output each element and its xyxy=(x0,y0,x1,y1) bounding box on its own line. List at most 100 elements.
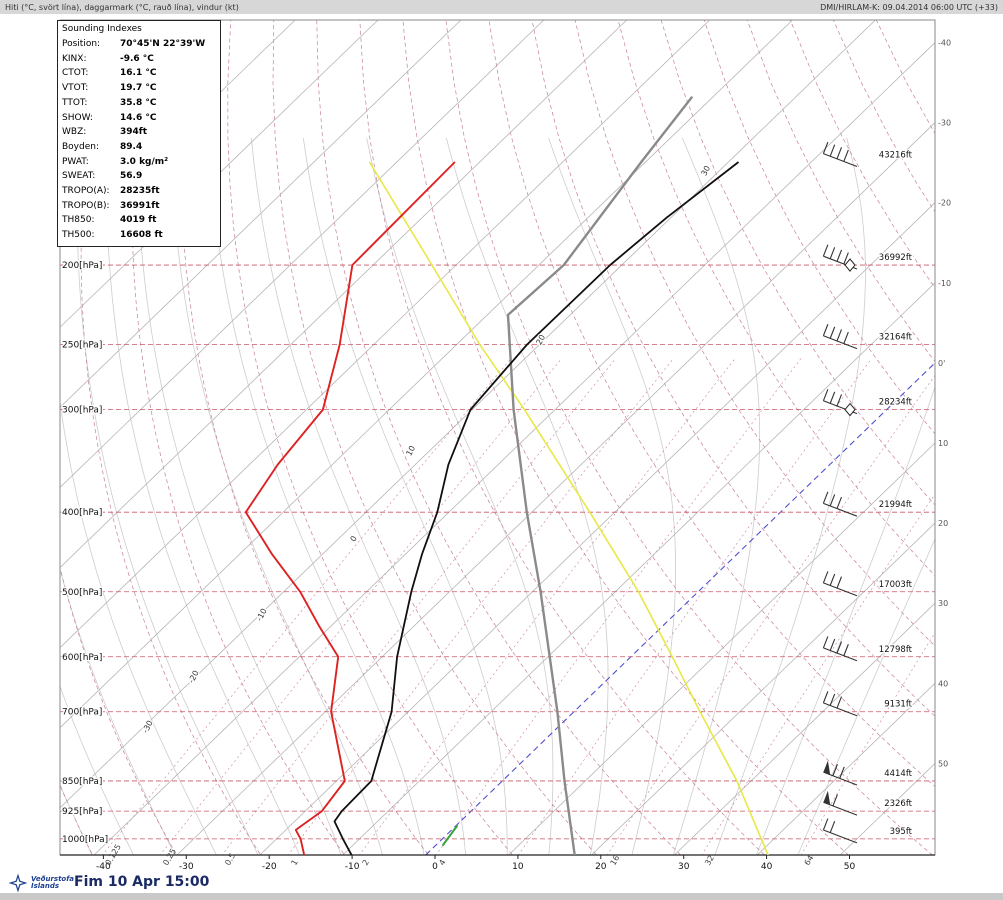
gray-reference-curve xyxy=(506,96,693,855)
index-value: 4019 ft xyxy=(120,215,157,226)
temp-tick-label: -30 xyxy=(179,862,194,872)
adiabat-label: 10 xyxy=(404,444,417,457)
right-temp-label: 40 xyxy=(938,679,948,688)
wind-barb xyxy=(822,141,858,167)
right-temp-label: -30 xyxy=(938,119,951,128)
right-temp-label: 50 xyxy=(938,759,948,768)
wind-barb xyxy=(822,636,858,662)
dry-adiabat-lines xyxy=(60,20,935,855)
pressure-gridlines xyxy=(60,264,935,840)
pressure-label: 250[hPa] xyxy=(62,341,102,351)
index-label: SWEAT: xyxy=(62,171,96,182)
right-temp-label: 30 xyxy=(938,599,948,608)
index-label: Boyden: xyxy=(62,141,99,152)
background-grid xyxy=(60,20,935,855)
pressure-label: 700[hPa] xyxy=(62,708,102,718)
index-value: 89.4 xyxy=(120,141,143,152)
valid-time-label: Fim 10 Apr 15:00 xyxy=(74,874,210,890)
index-value: 16.1 °C xyxy=(120,68,157,79)
temp-tick-label: -20 xyxy=(262,862,277,872)
index-value: 35.8 °C xyxy=(120,97,157,108)
compass-star-icon xyxy=(8,873,28,893)
altitude-label: 36992ft xyxy=(879,253,913,263)
index-row: Boyden: 89.4 xyxy=(58,140,220,155)
temp-tick-label: 40 xyxy=(761,862,773,872)
altitude-label: 21994ft xyxy=(879,500,913,510)
index-label: TROPO(B): xyxy=(62,200,110,211)
isotherm-lines xyxy=(60,20,935,855)
altitude-label: 32164ft xyxy=(879,333,913,343)
zero-isotherm-line xyxy=(425,362,935,855)
barb-pennant xyxy=(823,760,831,775)
right-temp-label: -40 xyxy=(938,39,951,48)
pressure-label: 1000[hPa] xyxy=(62,835,108,845)
mixing-ratio-lines xyxy=(102,358,935,855)
pressure-label: 300[hPa] xyxy=(62,406,102,416)
sounding-curves xyxy=(244,96,769,855)
adiabat-label: -20 xyxy=(187,669,201,685)
header-bar: Hiti (°C, svört lína), daggarmark (°C, r… xyxy=(0,0,1003,14)
index-value: 70°45'N 22°39'W xyxy=(120,39,206,49)
mixing-ratio-label: 4 xyxy=(437,858,447,867)
logo-text-line1: Veðurstofa xyxy=(31,874,74,883)
index-label: TH850: xyxy=(62,215,95,226)
index-value: 56.9 xyxy=(120,171,143,182)
right-temp-label: -20 xyxy=(938,199,951,208)
sounding-indexes-title: Sounding Indexes xyxy=(62,24,142,34)
index-row: VTOT: 19.7 °C xyxy=(58,81,220,96)
header-left-label: Hiti (°C, svört lína), daggarmark (°C, r… xyxy=(5,2,239,12)
index-row: SHOW: 14.6 °C xyxy=(58,111,220,126)
index-row: KINX: -9.6 °C xyxy=(58,52,220,67)
adiabat-label: 0 xyxy=(349,534,359,543)
barb-pennant xyxy=(823,790,831,805)
right-temp-label: 0' xyxy=(938,359,945,368)
bottom-axis-ticks xyxy=(102,855,850,859)
pressure-label: 400[hPa] xyxy=(62,508,102,518)
index-row: SWEAT: 56.9 xyxy=(58,169,220,184)
pressure-label: 600[hPa] xyxy=(62,653,102,663)
mixing-ratio-label: 0.5 xyxy=(223,851,237,867)
index-label: KINX: xyxy=(62,53,87,64)
wind-barb-column xyxy=(822,141,858,844)
yellow-reference-curve xyxy=(369,161,769,855)
wind-barb xyxy=(822,571,858,597)
temperature-curve xyxy=(333,161,739,855)
temp-tick-label: 10 xyxy=(512,862,524,872)
wind-barb xyxy=(822,818,858,844)
index-value: 19.7 °C xyxy=(120,83,157,94)
index-value: -9.6 °C xyxy=(120,53,154,64)
temp-tick-label: 0 xyxy=(432,862,438,872)
temp-tick-label: 20 xyxy=(595,862,607,872)
header-right-label: DMI/HIRLAM-K: 09.04.2014 06:00 UTC (+33) xyxy=(820,2,998,12)
wind-barb xyxy=(823,790,858,816)
right-temp-label: -10 xyxy=(938,279,951,288)
altitude-label: 17003ft xyxy=(879,580,913,590)
index-row: CTOT: 16.1 °C xyxy=(58,66,220,81)
index-row: PWAT: 3.0 kg/m² xyxy=(58,155,220,170)
altitude-label: 28234ft xyxy=(879,398,913,408)
pressure-label: 925[hPa] xyxy=(62,807,102,817)
wind-barb xyxy=(823,760,858,786)
vedurstofa-logo: Veðurstofa Íslands xyxy=(8,873,74,893)
index-value: 36991ft xyxy=(120,200,160,211)
logo-text-line2: Íslands xyxy=(31,882,60,890)
wind-barb xyxy=(822,691,858,717)
wind-barb xyxy=(822,491,858,517)
temp-tick-label: -10 xyxy=(345,862,360,872)
temp-tick-label: -40 xyxy=(96,862,111,872)
index-label: TH500: xyxy=(62,230,95,241)
mixing-ratio-label: 2 xyxy=(361,858,371,867)
index-label: SHOW: xyxy=(62,112,93,123)
adiabat-label: -10 xyxy=(255,607,269,623)
dewpoint-curve xyxy=(244,161,456,855)
altitude-label: 9131ft xyxy=(884,700,912,710)
index-label: Position: xyxy=(62,39,101,49)
tropopause-marker xyxy=(844,402,856,417)
index-value: 28235ft xyxy=(120,186,160,197)
moist-adiabat-lines xyxy=(60,137,935,855)
index-row: TH850: 4019 ft xyxy=(58,213,220,228)
index-row: TH500: 16608 ft xyxy=(58,228,220,243)
altitude-label: 12798ft xyxy=(879,645,913,655)
index-value: 16608 ft xyxy=(120,230,163,241)
